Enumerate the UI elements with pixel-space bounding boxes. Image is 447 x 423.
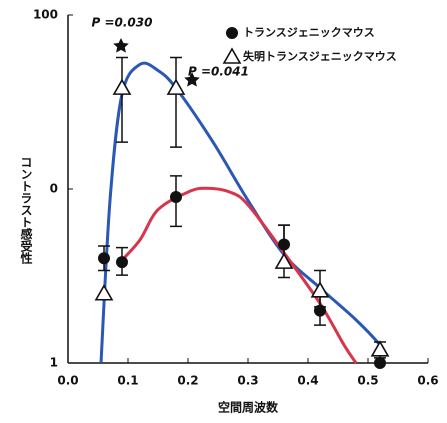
data-point bbox=[166, 78, 186, 95]
annotation: P =0.041 bbox=[188, 65, 249, 79]
data-point bbox=[116, 256, 128, 269]
y-axis-label: コントラスト感受性 bbox=[19, 156, 33, 265]
star bbox=[184, 72, 200, 87]
annotation: P =0.030 bbox=[92, 15, 153, 29]
data-point bbox=[170, 190, 182, 203]
x-tick-label: 0.0 bbox=[57, 374, 78, 388]
fit-curve bbox=[99, 61, 388, 364]
x-tick-label: 0.4 bbox=[297, 374, 318, 388]
error-bar bbox=[170, 56, 182, 148]
x-tick-label: 0.1 bbox=[117, 374, 138, 388]
legend-marker bbox=[226, 27, 238, 39]
data-point bbox=[94, 284, 114, 301]
data-point bbox=[98, 252, 110, 265]
data-point bbox=[274, 252, 294, 269]
y-tick-label: 1 bbox=[50, 356, 58, 370]
data-point bbox=[112, 78, 132, 95]
error-bar bbox=[116, 56, 128, 143]
data-point bbox=[370, 340, 390, 357]
legend-label: 失明トランスジェニックマウス bbox=[243, 49, 397, 63]
x-axis-label: 空間周波数 bbox=[218, 400, 279, 415]
data-point bbox=[374, 357, 386, 369]
star bbox=[113, 38, 129, 53]
fit-curve bbox=[120, 186, 358, 364]
x-tick-label: 0.5 bbox=[357, 374, 378, 388]
y-tick-label: 100 bbox=[33, 8, 58, 22]
legend-marker bbox=[222, 47, 242, 64]
legend-label: トランスジェニックマウス bbox=[243, 26, 375, 39]
x-tick-label: 0.2 bbox=[177, 374, 198, 388]
x-tick-label: 0.3 bbox=[237, 374, 258, 388]
y-tick-label: 0 bbox=[50, 182, 58, 196]
data-point bbox=[310, 281, 330, 298]
x-tick-label: 0.6 bbox=[417, 374, 438, 388]
